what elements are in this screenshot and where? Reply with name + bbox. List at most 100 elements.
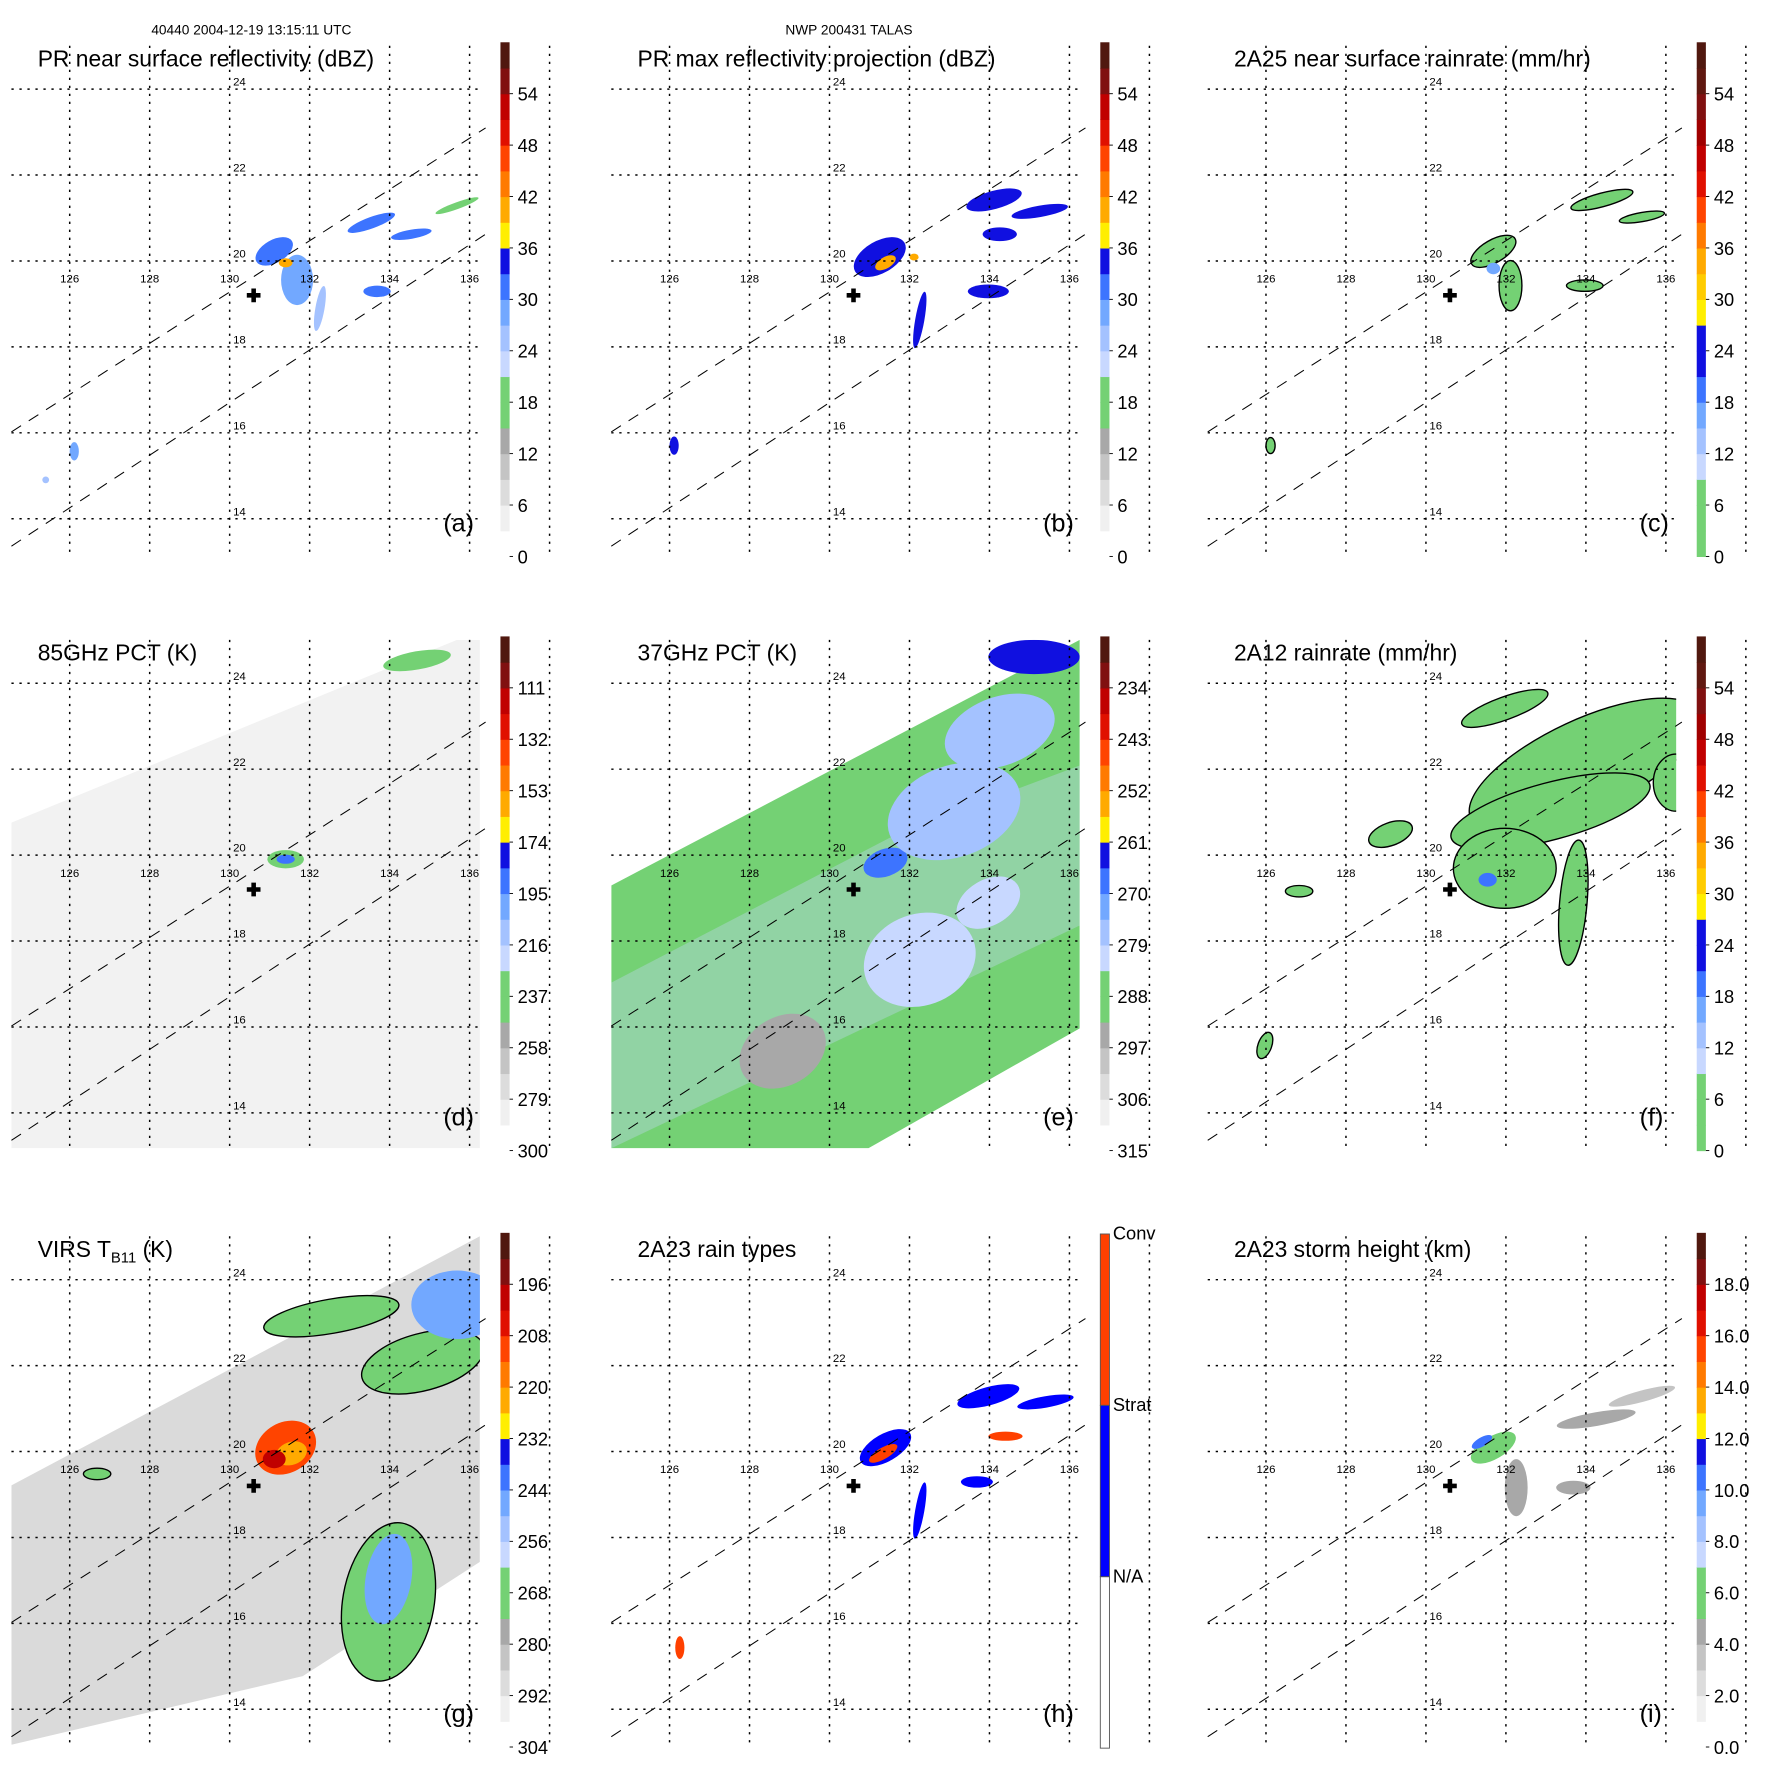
precip-cell [42,476,50,484]
lat-tick-label: 18 [233,929,246,941]
colorbar-segment [500,1099,510,1126]
colorbar: 0 6 12 18 24 30 36 42 48 54 [1696,42,1734,567]
panel-title-text: 2A23 storm height (km) [1234,1236,1471,1262]
precip-cell [363,285,391,298]
storm-center-icon [846,288,861,303]
lat-tick-label: 20 [233,843,246,855]
lat-tick-label: 22 [233,757,246,769]
panel-title-text: VIRS T [38,1236,111,1262]
colorbar-segment [500,970,510,997]
panel-letter: (b) [1043,509,1074,537]
panel-title-text: 37GHz PCT (K) [638,639,798,665]
colorbar-tick-label: 132 [518,729,548,750]
colorbar-tick-label: 18 [1714,392,1734,413]
lat-tick-label: 20 [1429,843,1442,855]
lon-tick-label: 128 [140,1464,159,1476]
lat-tick-label: 24 [233,1267,246,1279]
colorbar-segment [1696,1721,1706,1748]
lon-tick-label: 126 [1256,274,1275,286]
colorbar-tick-label: 18.0 [1714,1274,1750,1295]
colorbar-segment [1696,196,1706,223]
colorbar-category-label: Conv [1113,1223,1157,1244]
colorbar-segment [500,739,510,766]
colorbar-segment [500,376,510,403]
colorbar-segment [500,764,510,792]
colorbar-segment [500,1309,510,1337]
colorbar-segment [1100,427,1110,455]
colorbar-segment [1696,67,1706,95]
lon-tick-label: 128 [140,274,159,286]
panel-title-text: 2A25 near surface rainrate (mm/hr) [1234,45,1591,71]
colorbar-tick-label: 48 [1714,135,1734,156]
colorbar-segment [1100,713,1110,740]
colorbar-segment [1100,145,1110,172]
colorbar-segment [1100,842,1110,869]
colorbar-tick-label: 30 [1714,883,1734,904]
colorbar-segment [1696,119,1706,146]
colorbar-segment [500,479,510,506]
lon-tick-label: 130 [220,1464,239,1476]
colorbar-segment [500,944,510,972]
colorbar-tick-label: 12 [1117,443,1137,464]
colorbar-segment [1100,893,1110,920]
colorbar-segment [1100,247,1110,275]
colorbar-segment [1696,1387,1706,1414]
colorbar-segment [500,247,510,275]
colorbar-segment [1696,1515,1706,1542]
precip-cell [957,1384,1020,1409]
precip-cell [982,227,1017,242]
colorbar-segment [1696,170,1706,198]
colorbar-segment [500,1464,510,1491]
colorbar-segment [500,1124,510,1152]
colorbar: 300 279 258 237 216 195 174 153 132 111 [500,636,548,1161]
lat-tick-label: 20 [833,249,846,261]
colorbar-tick-label: 280 [518,1634,548,1655]
colorbar-segment [500,1022,510,1049]
pr-swath-edge [610,233,1086,547]
satellite-swath-field [11,1236,480,1745]
storm-center-icon [846,882,861,897]
lat-tick-label: 16 [233,1015,246,1027]
colorbar-segment [500,1335,510,1362]
colorbar-segment [1099,1576,1110,1749]
lon-tick-label: 134 [380,1464,400,1476]
colorbar-segment [500,145,510,172]
precip-cell [1504,1459,1528,1517]
colorbar-segment [1696,453,1706,480]
precip-cell [875,255,896,271]
map-area [11,639,480,1149]
colorbar-segment [500,713,510,740]
colorbar-tick-label: 237 [518,986,548,1007]
lat-tick-label: 22 [233,1353,246,1365]
colorbar-segment [1696,687,1706,715]
colorbar-tick-label: 24 [1117,341,1137,362]
map-area [1265,188,1666,455]
colorbar-tick-label: 6 [1117,495,1127,516]
colorbar-segment [1696,247,1706,275]
precip-cell [313,285,326,332]
lat-tick-label: 24 [1429,671,1442,683]
header-orbit-time: 40440 2004-12-19 13:15:11 UTC [151,22,351,37]
lon-tick-label: 128 [1336,274,1355,286]
lat-tick-label: 16 [233,1611,246,1623]
colorbar-tick-label: 234 [1117,678,1147,699]
storm-center-icon [1443,288,1457,303]
colorbar-segment [1099,1404,1110,1578]
colorbar: 315 306 297 288 279 270 261 252 243 234 [1100,636,1148,1161]
precip-cell [1618,210,1666,224]
colorbar-segment [500,222,510,249]
lon-tick-label: 134 [980,274,1000,286]
precip-cell [1652,753,1677,812]
lat-tick-label: 22 [833,757,846,769]
lat-tick-label: 22 [1429,1353,1442,1365]
lat-tick-label: 22 [1429,163,1442,175]
lon-tick-label: 130 [820,1464,839,1476]
colorbar-segment [1100,299,1110,326]
precip-cell [1368,820,1414,849]
lon-tick-label: 130 [220,274,239,286]
lon-tick-label: 134 [380,868,400,880]
lon-tick-label: 130 [1416,1464,1435,1476]
colorbar-segment [1696,944,1706,972]
pr-swath-edge [1207,1318,1683,1623]
